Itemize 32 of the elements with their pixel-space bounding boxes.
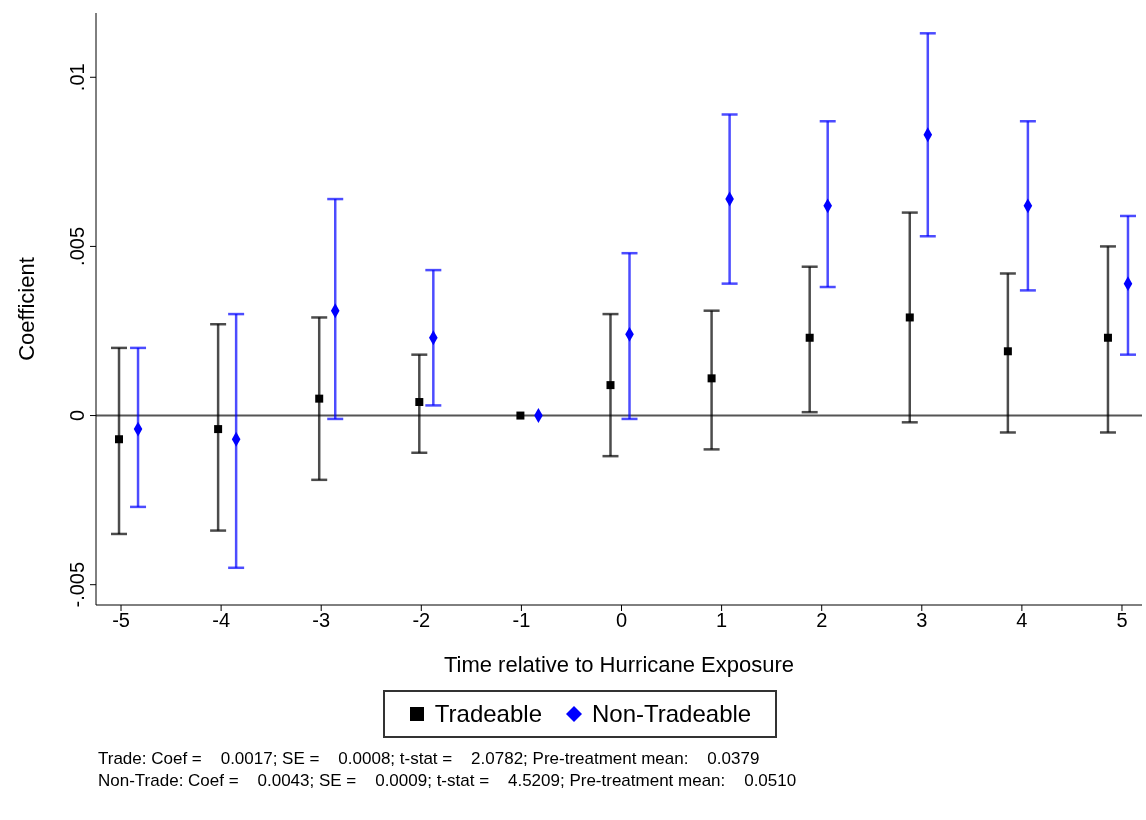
text: Trade: Coef = 0.0017; SE = 0.0008; t-stat = 2.0782; Pre-treatment mean: 0.0379 — [98, 748, 761, 770]
point — [315, 394, 324, 403]
x-tick-label: -3 — [312, 609, 331, 632]
legend-label: Non-Tradeable — [591, 700, 752, 728]
point — [707, 374, 716, 383]
point — [606, 381, 615, 390]
y-tick-label: .005 — [66, 226, 88, 266]
x-tick-label: -2 — [412, 609, 431, 632]
point — [905, 313, 914, 322]
x-axis-title: Time relative to Hurricane Exposure — [443, 652, 795, 677]
point — [115, 435, 124, 444]
x-tick-label: -1 — [512, 609, 531, 632]
legend-label: Tradeable — [433, 700, 542, 728]
y-tick-label: .01 — [66, 63, 88, 92]
y-axis-title: Coefficient — [13, 257, 39, 361]
x-tick-label: 4 — [1016, 609, 1028, 632]
x-tick-label: 1 — [716, 609, 728, 632]
x-tick-label: -5 — [112, 609, 130, 632]
point — [805, 333, 814, 342]
y-tick-label: 0 — [66, 410, 88, 422]
point — [516, 411, 525, 420]
text: Non-Trade: Coef = 0.0043; SE = 0.0009; t-stat = 4.5209; Pre-treatment mean: 0.0510 — [98, 770, 798, 792]
y-tick-label: -.005 — [66, 561, 88, 608]
x-tick-label: 2 — [816, 609, 828, 632]
x-tick-label: 5 — [1116, 609, 1128, 632]
point — [1003, 347, 1012, 356]
x-tick-label: 3 — [916, 609, 928, 632]
point — [214, 425, 223, 434]
x-tick-label: -4 — [212, 609, 231, 632]
point — [1103, 333, 1112, 342]
x-tick-label: 0 — [615, 609, 628, 632]
point — [415, 398, 424, 407]
